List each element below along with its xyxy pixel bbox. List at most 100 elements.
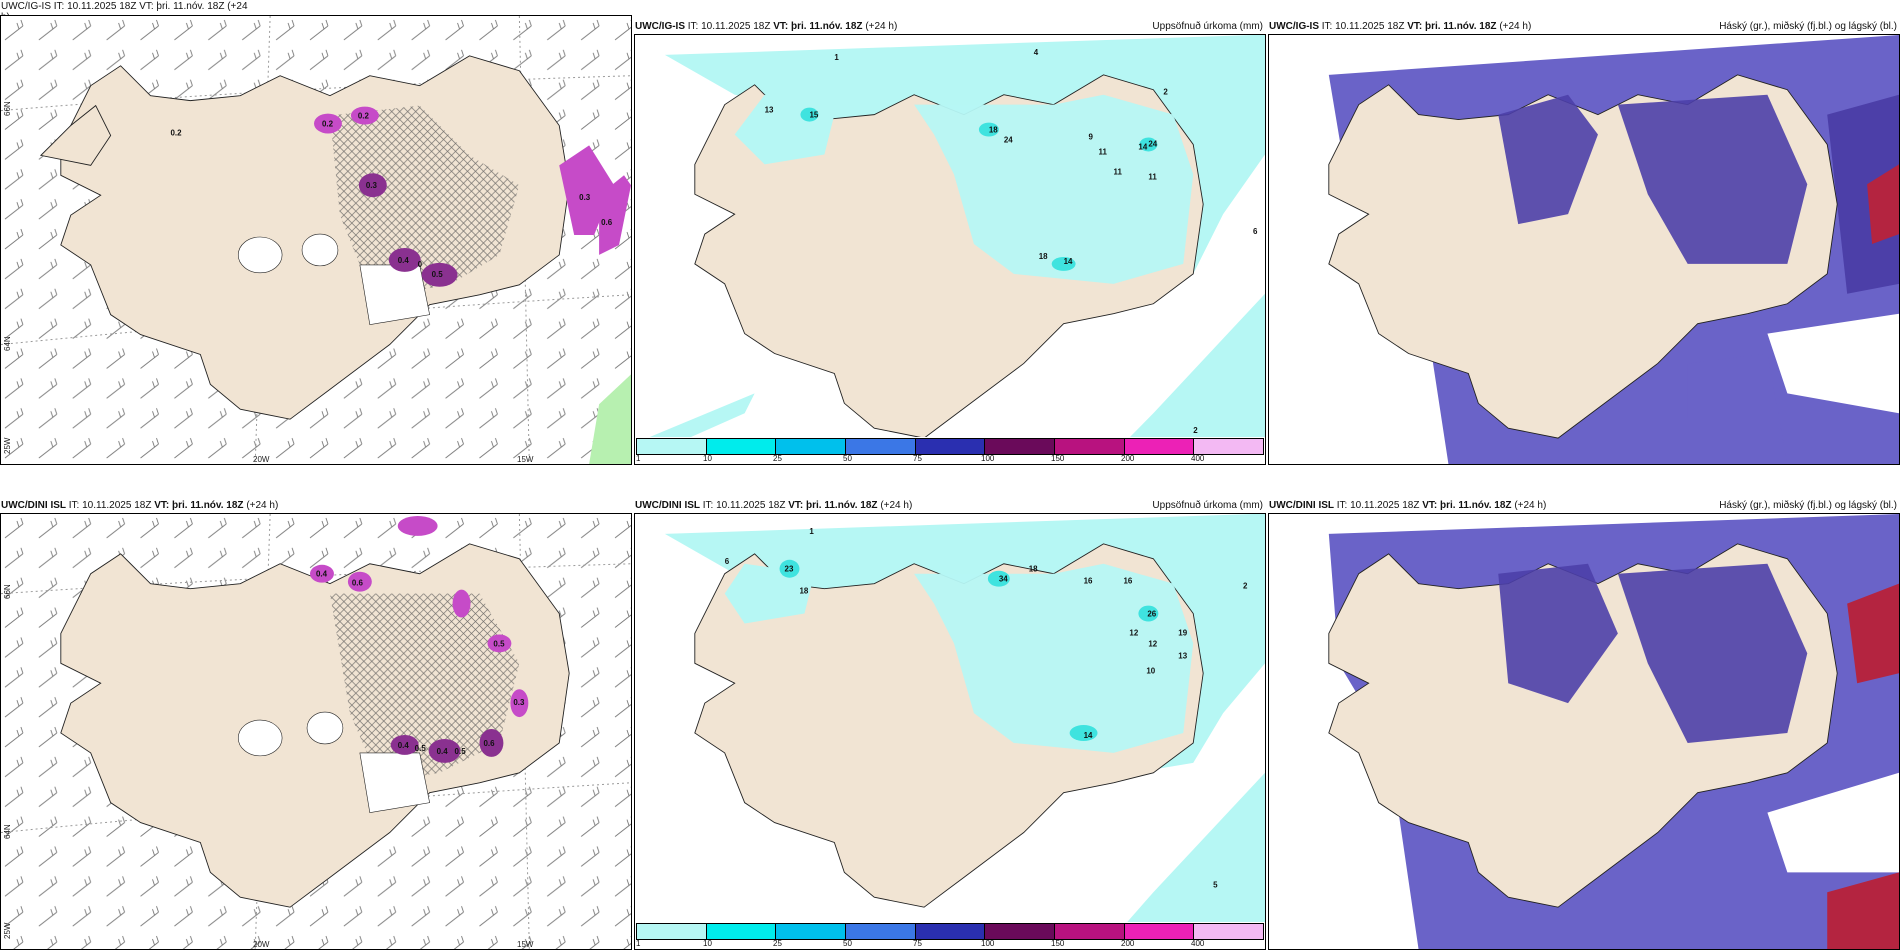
svg-text:14: 14 [1064, 257, 1073, 266]
lon-label-15w: 15W [517, 940, 534, 949]
legend-seg-150 [1055, 439, 1125, 454]
svg-text:6: 6 [725, 557, 730, 566]
precip-map [635, 514, 1265, 949]
legend-label: 150 [1051, 939, 1065, 948]
legend-seg-400 [1194, 439, 1264, 454]
svg-text:19: 19 [1178, 628, 1187, 637]
legend-seg-100 [985, 439, 1056, 454]
svg-text:24: 24 [1004, 136, 1013, 145]
wind-icing-map [1, 514, 631, 949]
lat-label-25w: 25W [3, 437, 12, 454]
legend-bar [636, 438, 1264, 455]
map-frame[interactable]: 20W 15W 66N 64N 25W 0.2 0.2 0.3 0.4 0 0.… [0, 15, 632, 465]
lat-label-64n: 64N [3, 336, 12, 351]
panel-right-title: Uppsöfnuð úrkoma (mm) [1152, 21, 1263, 32]
panel-title: UWC/IG-IS IT: 10.11.2025 18Z VT: þri. 11… [1, 1, 248, 12]
lon-label-20w: 20W [253, 455, 270, 464]
legend-label: 75 [913, 939, 922, 948]
legend-label: 400 [1191, 454, 1205, 463]
map-frame[interactable] [1268, 34, 1900, 465]
panel-bottom-clouds: UWC/DINI ISL IT: 10.11.2025 18Z VT: þri.… [1268, 485, 1900, 950]
svg-text:4: 4 [1034, 48, 1039, 57]
precip-labels: 23 18 34 18 16 16 26 12 12 19 13 10 14 6… [725, 527, 1248, 889]
panel-top-clouds: UWC/IG-IS IT: 10.11.2025 18Z VT: þri. 11… [1268, 0, 1900, 465]
svg-text:14: 14 [1084, 731, 1093, 740]
lon-label-15w: 15W [517, 455, 534, 464]
panel-title: UWC/DINI ISL IT: 10.11.2025 18Z VT: þri.… [1269, 500, 1547, 511]
legend-label: 400 [1191, 939, 1205, 948]
legend-seg-200 [1124, 924, 1195, 939]
precip-map [635, 35, 1265, 464]
panel-title: UWC/IG-IS IT: 10.11.2025 18Z VT: þri. 11… [635, 21, 898, 32]
panel-right-title: Háský (gr.), miðský (fj.bl.) og lágský (… [1719, 500, 1897, 511]
svg-text:5: 5 [1213, 880, 1218, 889]
legend-label: 200 [1121, 454, 1135, 463]
svg-text:24: 24 [1148, 139, 1157, 148]
svg-text:11: 11 [1113, 167, 1122, 176]
legend-label: 10 [703, 454, 712, 463]
svg-text:9: 9 [1089, 133, 1094, 142]
legend-seg-10 [706, 439, 777, 454]
svg-text:13: 13 [765, 106, 774, 115]
legend-label: 10 [703, 939, 712, 948]
legend-label: 25 [773, 454, 782, 463]
legend-seg-1 [637, 924, 707, 939]
legend-label: 25 [773, 939, 782, 948]
legend-seg-75 [915, 924, 986, 939]
svg-text:18: 18 [989, 126, 998, 135]
legend-seg-10 [706, 924, 777, 939]
svg-text:18: 18 [1039, 252, 1048, 261]
svg-text:2: 2 [1193, 426, 1198, 435]
lat-label-66n: 66N [3, 584, 12, 599]
svg-text:6: 6 [1253, 227, 1258, 236]
map-frame[interactable] [1268, 513, 1900, 950]
legend-seg-50 [846, 439, 916, 454]
wind-icing-map [1, 16, 631, 464]
panel-title: UWC/IG-IS IT: 10.11.2025 18Z VT: þri. 11… [1269, 21, 1532, 32]
svg-text:23: 23 [785, 565, 794, 574]
svg-text:15: 15 [809, 111, 818, 120]
panel-bottom-precip: UWC/DINI ISL IT: 10.11.2025 18Z VT: þri.… [634, 485, 1266, 950]
legend-seg-150 [1055, 924, 1125, 939]
svg-text:10: 10 [1146, 666, 1155, 675]
legend-label: 1 [636, 454, 641, 463]
panel-bottom-wind-icing: UWC/DINI ISL IT: 10.11.2025 18Z VT: þri.… [0, 485, 632, 950]
map-frame[interactable]: 23 18 34 18 16 16 26 12 12 19 13 10 14 6… [634, 513, 1266, 950]
panel-top-precip: UWC/IG-IS IT: 10.11.2025 18Z VT: þri. 11… [634, 0, 1266, 465]
legend-label: 100 [981, 939, 995, 948]
legend-label: 200 [1121, 939, 1135, 948]
cloud-map [1269, 514, 1899, 949]
map-frame[interactable]: 15 13 18 24 9 11 11 11 14 24 14 18 1 4 2… [634, 34, 1266, 465]
svg-text:2: 2 [1163, 88, 1168, 97]
legend-seg-400 [1194, 924, 1264, 939]
legend-label: 150 [1051, 454, 1065, 463]
svg-text:11: 11 [1148, 172, 1157, 181]
map-frame[interactable]: 20W 15W 66N 64N 25W 0.4 0.5 0.4 0.5 0.6 … [0, 513, 632, 950]
cloud-map [1269, 35, 1899, 464]
svg-text:1: 1 [809, 527, 814, 536]
precip-labels: 15 13 18 24 9 11 11 11 14 24 14 18 1 4 2… [665, 48, 1258, 450]
legend-seg-50 [846, 924, 916, 939]
svg-text:16: 16 [1123, 577, 1132, 586]
panel-right-title: Háský (gr.), miðský (fj.bl.) og lágský (… [1719, 21, 1897, 32]
panel-title: UWC/DINI ISL IT: 10.11.2025 18Z VT: þri.… [1, 500, 279, 511]
svg-text:12: 12 [1129, 628, 1138, 637]
legend-label: 75 [913, 454, 922, 463]
precip-legend: 1 10 25 50 75 100 150 200 400 [635, 922, 1265, 949]
precip-legend: 1 10 25 50 75 100 150 200 400 [635, 437, 1265, 464]
svg-text:12: 12 [1148, 639, 1157, 648]
svg-text:1: 1 [834, 53, 839, 62]
legend-label: 100 [981, 454, 995, 463]
legend-seg-75 [915, 439, 986, 454]
legend-seg-100 [985, 924, 1056, 939]
svg-text:26: 26 [1147, 610, 1156, 619]
legend-seg-1 [637, 439, 707, 454]
legend-label: 50 [843, 939, 852, 948]
panel-title: UWC/DINI ISL IT: 10.11.2025 18Z VT: þri.… [635, 500, 913, 511]
legend-seg-200 [1124, 439, 1195, 454]
lat-label-64n: 64N [3, 824, 12, 839]
svg-text:2: 2 [1243, 582, 1248, 591]
legend-bar [636, 923, 1264, 940]
svg-text:14: 14 [1138, 142, 1147, 151]
panel-top-wind-icing: UWC/IG-IS IT: 10.11.2025 18Z VT: þri. 11… [0, 0, 632, 465]
